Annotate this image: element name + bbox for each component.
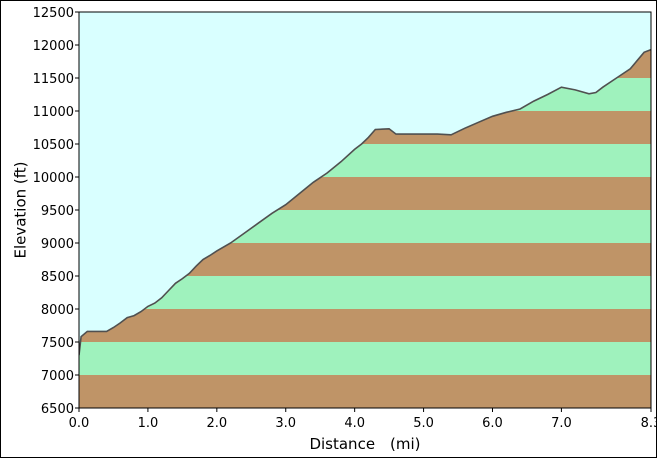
x-tick-label: 3.0	[275, 416, 296, 431]
x-tick-label: 5.0	[413, 416, 434, 431]
y-tick-label: 10000	[33, 171, 74, 186]
y-tick-label: 12000	[33, 39, 74, 54]
y-tick-label: 10500	[33, 138, 74, 153]
y-tick-label: 7500	[41, 336, 74, 351]
y-tick-label: 11500	[33, 72, 74, 87]
y-tick-label: 8000	[41, 303, 74, 318]
elevation-band	[79, 309, 651, 342]
plot-area	[79, 12, 651, 408]
x-tick-label: 0.0	[69, 416, 90, 431]
y-axis: 6500 7000 7500 8000 8500 9000 9500 10000 10500 11…	[33, 6, 79, 417]
y-tick-label: 7000	[41, 369, 74, 384]
x-tick-label: 1.0	[138, 416, 159, 431]
y-tick-label: 9500	[41, 204, 74, 219]
elevation-band	[79, 375, 651, 408]
y-tick-label: 8500	[41, 270, 74, 285]
y-tick-label: 6500	[41, 402, 74, 417]
y-axis-title: Elevation (ft)	[12, 161, 30, 258]
x-tick-label: 4.0	[344, 416, 365, 431]
x-axis-title: Distance (mi)	[309, 435, 420, 453]
y-tick-label: 11000	[33, 105, 74, 120]
x-tick-label: 2.0	[206, 416, 227, 431]
y-tick-label: 12500	[33, 6, 74, 21]
x-axis: 0.0 1.0 2.0 3.0 4.0 5.0 6.0 7.0 8.3	[69, 408, 657, 431]
elevation-band	[79, 342, 651, 375]
elevation-profile-line	[79, 48, 651, 356]
x-tick-label: 7.0	[551, 416, 572, 431]
x-tick-label: 8.3	[641, 416, 657, 431]
x-tick-label: 6.0	[482, 416, 503, 431]
y-tick-label: 9000	[41, 237, 74, 252]
